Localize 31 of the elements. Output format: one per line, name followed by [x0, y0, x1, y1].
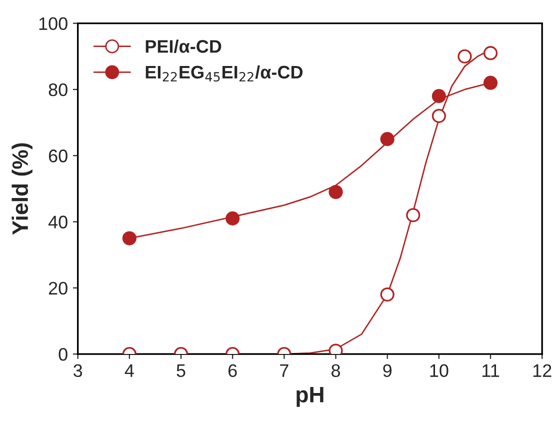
point	[406, 208, 420, 222]
point	[226, 211, 240, 226]
x-tick-label: 8	[332, 364, 340, 378]
x-tick-label: 5	[176, 364, 186, 378]
x-tick-label: 9	[383, 364, 392, 378]
x-tick-label: 12	[533, 364, 552, 377]
y-tick-label: 0	[58, 348, 68, 361]
point	[432, 108, 446, 123]
legend-label: PEI/α-CD	[146, 40, 222, 54]
x-tick-label: 7	[280, 364, 288, 377]
point	[328, 184, 343, 200]
x-tick-label: 4	[124, 364, 134, 377]
point	[483, 46, 498, 60]
point	[458, 49, 472, 64]
y-tick-label: 100	[39, 17, 68, 30]
y-tick-label: 80	[48, 83, 68, 96]
legend-label: EI$_{22}$EG$_{45}$EI$_{22}$/α-CD	[146, 65, 303, 82]
y-tick-label: 40	[48, 216, 68, 228]
point	[380, 287, 394, 302]
x-tick-label: 3	[74, 364, 82, 378]
x-tick-label: 11	[482, 364, 500, 377]
x-tick-label: 6	[228, 364, 237, 378]
point	[380, 132, 394, 146]
point	[483, 76, 498, 90]
point	[122, 231, 136, 246]
x-axis-title: pH	[296, 386, 324, 407]
x-tick-label: 10	[430, 364, 448, 378]
point	[432, 89, 446, 104]
y-tick-label: 20	[48, 282, 68, 295]
y-tick-label: 60	[48, 150, 68, 162]
y-axis-title: Yield (%)	[12, 143, 32, 235]
